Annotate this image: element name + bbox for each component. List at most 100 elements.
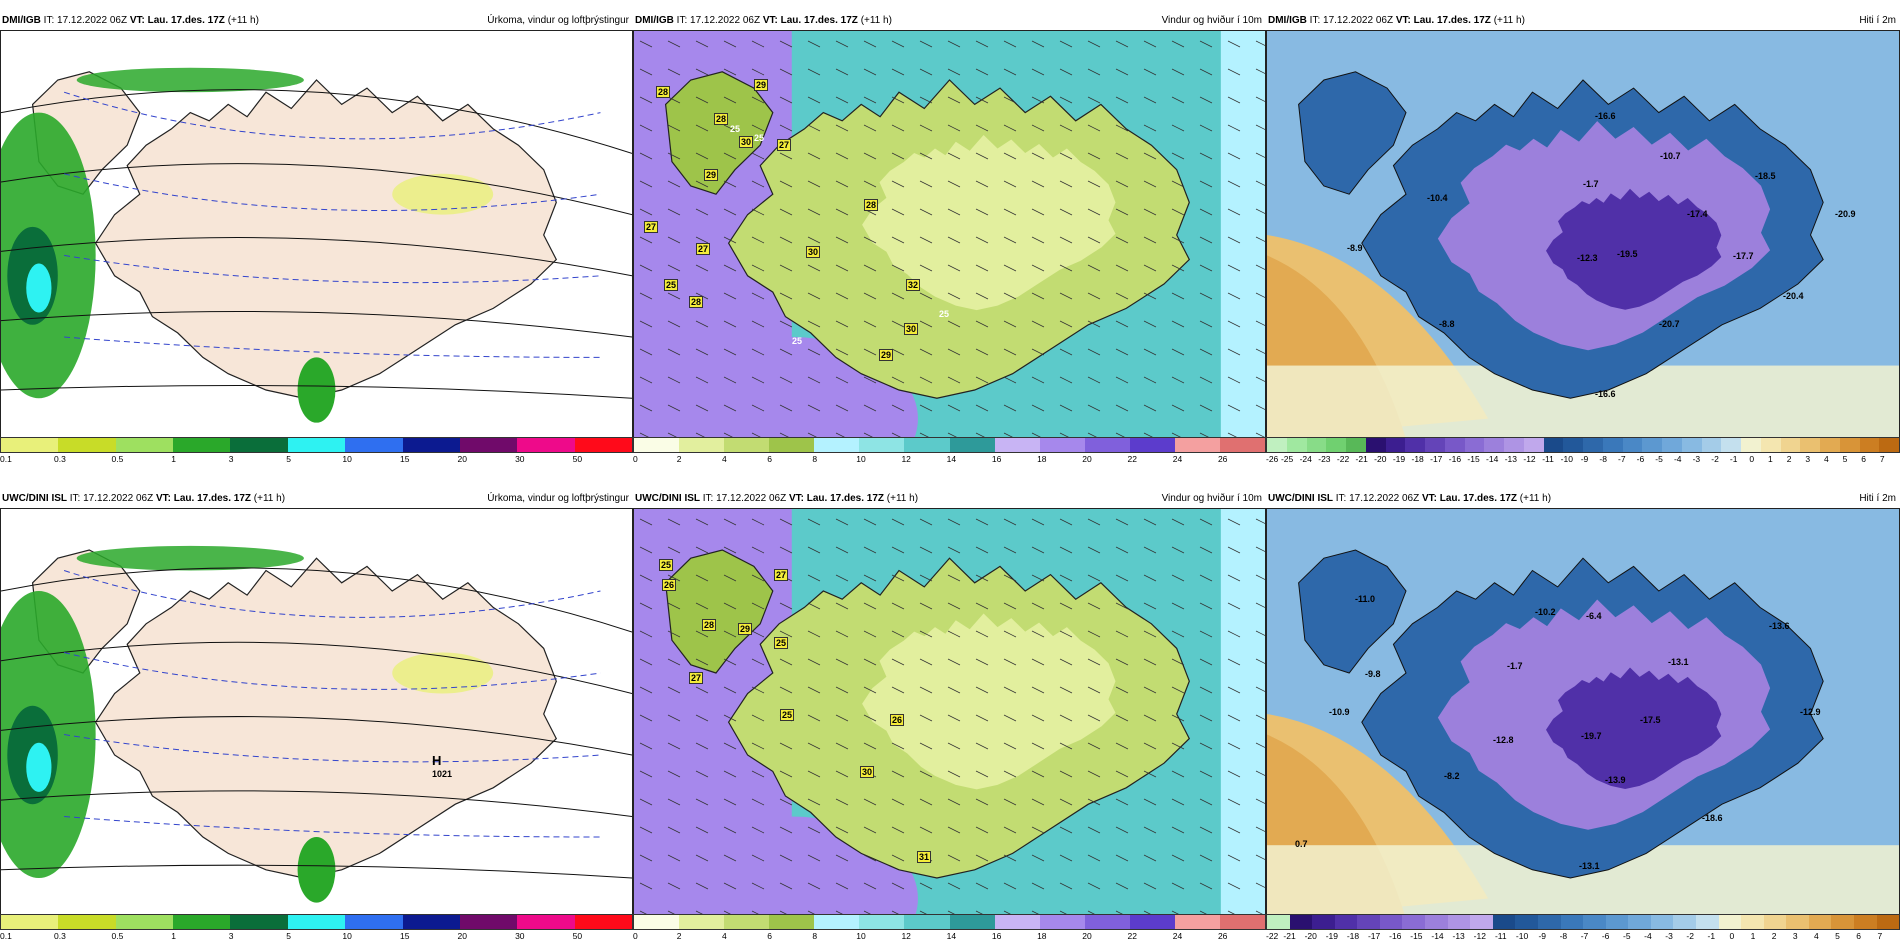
wind-arrow: [639, 152, 653, 160]
colorbar-swatch: [1286, 438, 1307, 452]
wind-arrow: [975, 686, 989, 694]
colorbar-swatch: [1876, 915, 1900, 929]
map-value-label: 29: [754, 79, 769, 91]
wind-arrow: [723, 96, 737, 104]
wind-arrow: [1059, 348, 1073, 356]
wind-arrow: [779, 124, 793, 132]
wind-arrow: [1227, 798, 1241, 806]
model-name: DMI/IGB: [1268, 15, 1307, 26]
colorbar-swatch: [1605, 915, 1629, 929]
wind-arrow: [1059, 124, 1073, 132]
wind-arrow: [1115, 320, 1129, 328]
colorbar-swatch: [1780, 438, 1801, 452]
wind-arrow: [695, 826, 709, 834]
colorbar-tick-label: 4: [722, 454, 727, 464]
map-value-label: -19.7: [1581, 731, 1602, 741]
wind-arrow: [695, 320, 709, 328]
wind-arrow: [723, 68, 737, 76]
wind-arrow: [1143, 658, 1157, 666]
colorbar-tick-label: 3: [1792, 931, 1798, 941]
colorbar-tick-label: 2: [1786, 454, 1792, 464]
wind-arrow: [863, 854, 877, 862]
colorbar-tick-label: -23: [1318, 454, 1331, 464]
wind-arrow: [751, 742, 765, 750]
colorbar-tick-label: 20: [457, 931, 467, 941]
wind-arrow: [863, 152, 877, 160]
map-frame: 28 29 28 30 27 25 29 25 27 27 28 25 30 28 32 25 30 29 25: [633, 30, 1266, 440]
wind-arrow: [807, 68, 821, 76]
colorbar-swatch: [1854, 915, 1877, 929]
wind-arrow: [863, 236, 877, 244]
valid-time: Lau. 17.des. 17Z: [1439, 493, 1518, 504]
wind-arrow: [1087, 574, 1101, 582]
wind-arrow: [863, 742, 877, 750]
wind-arrow: [1255, 40, 1265, 46]
wind-arrow: [807, 574, 821, 582]
wind-arrow: [1115, 518, 1129, 526]
wind-arrow: [919, 826, 933, 834]
colorbar-swatch: [115, 438, 174, 452]
wind-arrow: [1143, 376, 1157, 384]
wind-arrow: [1255, 264, 1265, 270]
map-value-label: 29: [879, 349, 894, 361]
wind-arrow: [1171, 96, 1185, 104]
init-time: IT: 17.12.2022 06Z: [702, 493, 787, 504]
header-info: UWC/DINI ISL IT: 17.12.2022 06Z VT: Lau.…: [2, 490, 285, 508]
map-value-label: 28: [689, 296, 704, 308]
wind-arrow: [891, 574, 905, 582]
wind-arrow: [1115, 376, 1129, 384]
isobar-line: [1, 384, 632, 399]
colorbar-tick-label: 5: [1842, 454, 1848, 464]
wind-arrow: [863, 404, 877, 412]
colorbar-tick-label: 26: [1217, 931, 1228, 941]
wind-arrow: [723, 376, 737, 384]
colorbar-tick-label: -13: [1452, 931, 1465, 941]
wind-arrow: [1059, 798, 1073, 806]
wind-arrow: [1255, 124, 1265, 130]
wind-arrow: [723, 180, 737, 188]
colorbar-swatch: [1492, 915, 1516, 929]
colorbar-tick-label: -4: [1644, 931, 1652, 941]
wind-arrow: [1003, 546, 1017, 554]
wind-arrow: [639, 208, 653, 216]
wind-arrow: [723, 208, 737, 216]
wind-arrow: [1143, 152, 1157, 160]
colorbar-tick-label: -22: [1336, 454, 1350, 464]
wind-arrow: [807, 320, 821, 328]
wind-arrow: [1227, 96, 1241, 104]
wind-arrow: [891, 152, 905, 160]
wind-arrow: [1199, 180, 1213, 188]
wind-arrow: [1087, 404, 1101, 412]
wind-arrow: [835, 348, 849, 356]
wind-arrow: [919, 770, 933, 778]
wind-arrow: [1255, 180, 1265, 186]
map-value-label: -16.6: [1595, 389, 1616, 399]
isobar-line: [1, 163, 632, 216]
map-value-label: -20.7: [1659, 319, 1680, 329]
map-frame: -11.0 -10.2 -6.4 -13.6 -9.8 -1.7 -13.1 -10.9 -12…: [1266, 508, 1900, 920]
wind-arrow: [1255, 518, 1265, 524]
wind-arrow: [779, 180, 793, 188]
wind-arrow: [1255, 96, 1265, 102]
wind-arrow: [1143, 96, 1157, 104]
colorbar-tick-label: -19: [1325, 931, 1338, 941]
wind-arrow: [695, 714, 709, 722]
wind-arrow: [807, 152, 821, 160]
wind-arrow: [975, 826, 989, 834]
map-value-label: 28: [702, 619, 717, 631]
map-value-label: 29: [704, 169, 719, 181]
colorbar-swatch: [173, 915, 231, 929]
colorbar-swatch: [58, 915, 116, 929]
wind-arrow: [1227, 658, 1241, 666]
wind-arrow: [919, 376, 933, 384]
valid-time: Lau. 17.des. 17Z: [780, 15, 858, 26]
colorbar-swatch: [1681, 438, 1702, 452]
wind-arrow: [723, 236, 737, 244]
wind-arrow: [751, 124, 765, 132]
colorbar-tick-label: -7: [1580, 931, 1589, 941]
map-value-label: -13.9: [1605, 775, 1626, 785]
wind-arrow: [1059, 376, 1073, 384]
wind-arrow: [835, 404, 849, 412]
wind-arrow: [1087, 518, 1101, 526]
colorbar-swatch: [1504, 438, 1524, 452]
